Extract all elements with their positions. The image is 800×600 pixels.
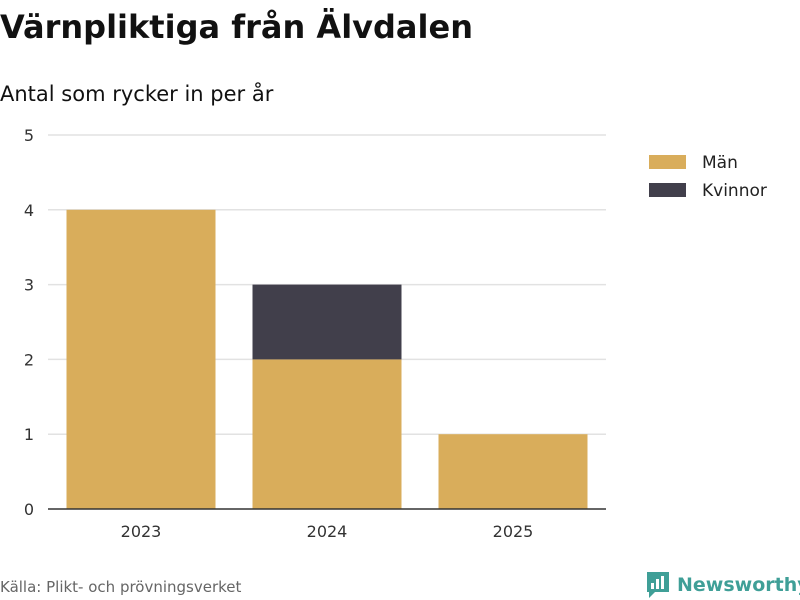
chart-subtitle: Antal som rycker in per år (0, 82, 274, 106)
bar-män-2023 (66, 209, 216, 510)
y-tick-label: 4 (24, 201, 34, 220)
source-note: Källa: Plikt- och prövningsverket (0, 578, 242, 596)
bar-chart: 0 1 2 3 4 5 2023 2024 2025 Män Kvinnor (24, 126, 767, 541)
bar-kvinnor-2024 (252, 284, 402, 360)
bar-män-2025 (438, 434, 588, 509)
brand-logo: Newsworthy (645, 570, 800, 600)
y-tick-label: 5 (24, 126, 34, 145)
y-tick-label: 3 (24, 276, 34, 295)
x-tick-label: 2025 (493, 522, 534, 541)
x-tick-label: 2024 (307, 522, 348, 541)
newsworthy-icon (647, 572, 669, 598)
y-tick-label: 1 (24, 425, 34, 444)
chart-title: Värnpliktiga från Älvdalen (0, 8, 473, 46)
x-tick-label: 2023 (121, 522, 162, 541)
legend-swatch-män (649, 155, 686, 169)
y-tick-label: 2 (24, 350, 34, 369)
legend-swatch-kvinnor (649, 183, 686, 197)
legend-label: Kvinnor (702, 181, 767, 201)
y-tick-label: 0 (24, 500, 34, 519)
brand-name: Newsworthy (677, 574, 800, 596)
legend-label: Män (702, 153, 738, 173)
bar-män-2024 (252, 359, 402, 509)
